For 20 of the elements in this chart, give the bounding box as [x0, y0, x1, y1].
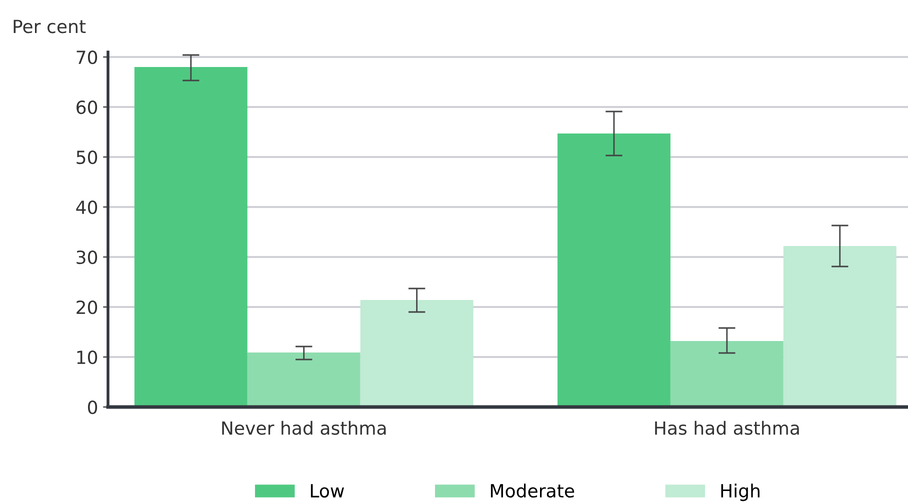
y-tick-label: 40	[76, 200, 98, 214]
bar	[247, 352, 360, 407]
y-tick-label: 10	[77, 350, 98, 364]
bar	[134, 67, 248, 407]
legend-label: Moderate	[490, 484, 574, 498]
bar	[360, 300, 474, 407]
legend-label: Low	[310, 484, 344, 498]
y-tick-label: 60	[76, 100, 98, 114]
bar	[558, 134, 670, 407]
y-tick-label: 50	[76, 150, 98, 164]
y-tick-label: 0	[88, 400, 98, 414]
legend-label: High	[721, 484, 760, 502]
bar	[783, 246, 896, 407]
bar	[670, 341, 784, 407]
y-axis-title: Per cent	[14, 20, 86, 34]
y-tick-label: 20	[76, 300, 98, 314]
x-tick-label: Never had asthma	[222, 420, 386, 435]
y-tick-label: 30	[76, 250, 98, 264]
y-tick-label: 70	[76, 50, 98, 64]
x-tick-label: Has had asthma	[655, 420, 799, 435]
